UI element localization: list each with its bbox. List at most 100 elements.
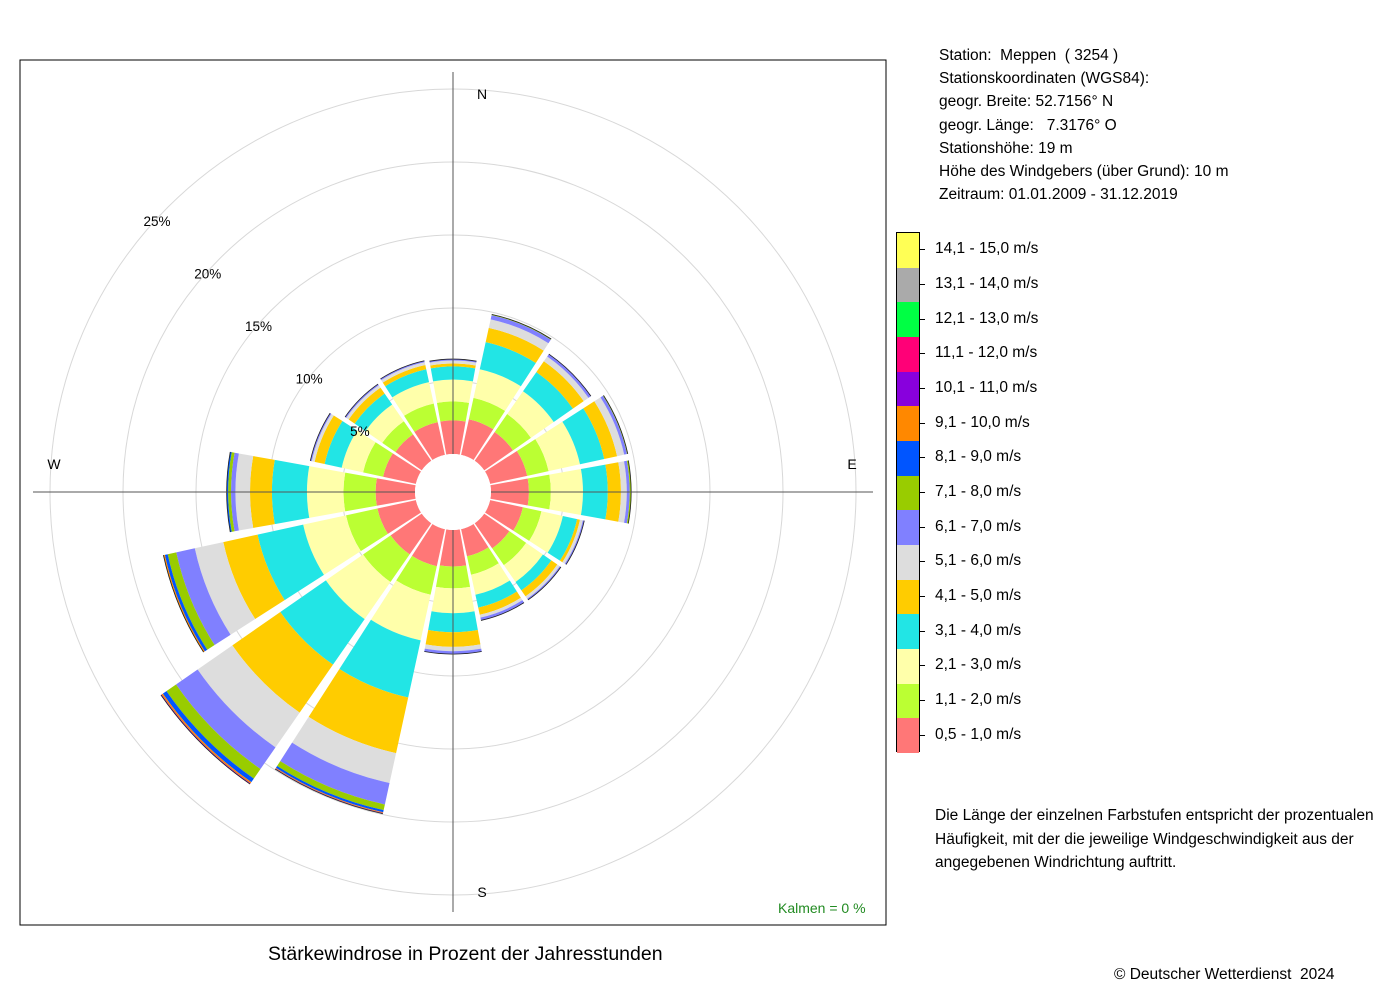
wedge-outline-sw	[160, 694, 251, 785]
wedge-ssw-class-2	[370, 580, 431, 641]
wedge-ese-class-2	[529, 511, 563, 553]
legend-label: 11,1 - 12,0 m/s	[935, 344, 1038, 362]
wedge-sw-class-3	[280, 580, 365, 665]
wedge-nnw-class-2	[392, 382, 434, 416]
wedge-nne-class-4	[485, 327, 544, 363]
wedge-ne-class-5	[543, 356, 589, 402]
copyright-notice: © Deutscher Wetterdienst 2024	[1114, 966, 1335, 983]
legend-swatch	[897, 614, 919, 649]
radial-tick-label: 15%	[245, 319, 272, 334]
time-period: Zeitraum: 01.01.2009 - 31.12.2019	[939, 186, 1178, 204]
legend-label: 10,1 - 11,0 m/s	[935, 379, 1038, 396]
legend-tick	[919, 700, 925, 701]
wedge-ese-class-6	[564, 520, 585, 565]
legend-label: 4,1 - 5,0 m/s	[935, 587, 1022, 604]
legend-tick	[919, 284, 925, 285]
wedge-se-class-0	[474, 513, 510, 549]
wedge-wnw-class-6	[310, 413, 332, 462]
wedge-nne-class-5	[488, 319, 549, 351]
wedge-ssw-class-4	[308, 668, 409, 754]
legend-label: 1,1 - 2,0 m/s	[935, 691, 1022, 708]
legend-tick	[919, 422, 925, 424]
wedge-ne-class-6	[547, 354, 591, 398]
wedge-wnw-class-0	[383, 453, 422, 484]
wind-bars	[160, 313, 632, 815]
wedge-nne-class-3	[479, 342, 536, 387]
wedge-outline-ene	[603, 395, 629, 454]
wedge-sw-class-0	[390, 513, 432, 555]
wedge-se-class-1	[492, 531, 527, 566]
wedge-ssw-class-5	[292, 716, 397, 784]
legend-swatch	[897, 233, 919, 268]
station-info: Station: Meppen ( 3254 ) Stationskoordin…	[939, 44, 1228, 206]
legend-swatch	[897, 267, 919, 303]
wedge-wnw-class-2	[341, 430, 376, 473]
legend-swatch	[897, 302, 919, 337]
wedge-sw-class-7	[166, 684, 261, 779]
legend-label: 2,1 - 3,0 m/s	[935, 656, 1022, 674]
wedge-wsw-class-3	[257, 524, 324, 601]
legend-tick	[919, 630, 925, 632]
wedge-outline-se	[527, 566, 562, 601]
radial-tick-label: 20%	[194, 267, 221, 282]
wedge-ne-class-3	[523, 372, 573, 422]
wedge-wnw-class-1	[363, 442, 393, 477]
wedge-nw-class-4	[348, 387, 385, 424]
radial-tick-label: 25%	[144, 214, 171, 229]
legend-swatch	[897, 406, 919, 441]
wedge-wsw-class-2	[303, 515, 361, 575]
wedge-sse-class-6	[480, 600, 525, 621]
wedge-nne-class-6	[490, 315, 551, 344]
wedge-ene-class-6	[600, 395, 628, 455]
wedge-outline-wnw	[309, 412, 331, 461]
wedge-nne-class-0	[461, 419, 494, 461]
wedge-ese-class-3	[547, 515, 578, 561]
compass-label-w: W	[47, 456, 61, 472]
wedge-sw-class-8	[162, 691, 254, 783]
legend-color-bar	[896, 232, 920, 753]
wedge-ne-class-1	[494, 414, 531, 451]
wedge-nnw-class-0	[414, 422, 445, 461]
legend-tick	[919, 734, 925, 736]
wedge-se-class-6	[527, 566, 561, 600]
wedge-ene-class-3	[562, 408, 605, 465]
wedge-wsw-class-8	[164, 554, 208, 652]
wedge-sw-class-6	[176, 669, 276, 769]
wedge-nnw-class-1	[404, 403, 438, 432]
legend-label: 0,5 - 1,0 m/s	[935, 725, 1022, 743]
wedge-ese-class-1	[513, 507, 542, 541]
wedge-ssw-class-1	[396, 555, 437, 595]
wedge-nne-class-2	[473, 369, 521, 411]
legend-label: 6,1 - 7,0 m/s	[935, 517, 1022, 535]
wedge-ne-class-0	[474, 432, 513, 471]
wedge-sse-class-1	[467, 547, 499, 575]
wedge-ene-class-0	[484, 450, 528, 484]
legend-swatch	[897, 579, 919, 615]
wedge-wsw-class-1	[345, 508, 388, 552]
wedge-se-class-2	[503, 542, 543, 582]
anemometer-height: Höhe des Windgebers (über Grund): 10 m	[939, 163, 1229, 181]
wedge-ne-class-4	[536, 361, 584, 409]
wedge-nnw-class-5	[381, 362, 426, 383]
legend-swatch	[897, 683, 919, 719]
wedge-wsw-class-6	[176, 548, 231, 646]
legend-tick	[919, 526, 925, 528]
wedge-ese-class-5	[562, 519, 583, 564]
legend-tick	[919, 388, 925, 389]
compass-label-e: E	[847, 456, 856, 472]
compass-label-s: S	[477, 884, 486, 900]
wedge-nw-class-3	[354, 393, 393, 432]
wedge-nnw-class-6	[380, 360, 425, 381]
wedge-outline-ese	[565, 520, 585, 565]
legend-swatch	[897, 336, 919, 372]
wedge-ene-class-1	[516, 439, 549, 476]
legend-tick	[919, 318, 925, 320]
legend-label: 7,1 - 8,0 m/s	[935, 483, 1022, 500]
wedge-nw-class-6	[345, 384, 379, 418]
wedge-outline-nne	[491, 313, 552, 340]
legend-label: 3,1 - 4,0 m/s	[935, 621, 1022, 639]
legend-swatch	[897, 544, 919, 580]
legend-tick	[919, 249, 925, 251]
radial-tick-label: 5%	[350, 424, 370, 439]
